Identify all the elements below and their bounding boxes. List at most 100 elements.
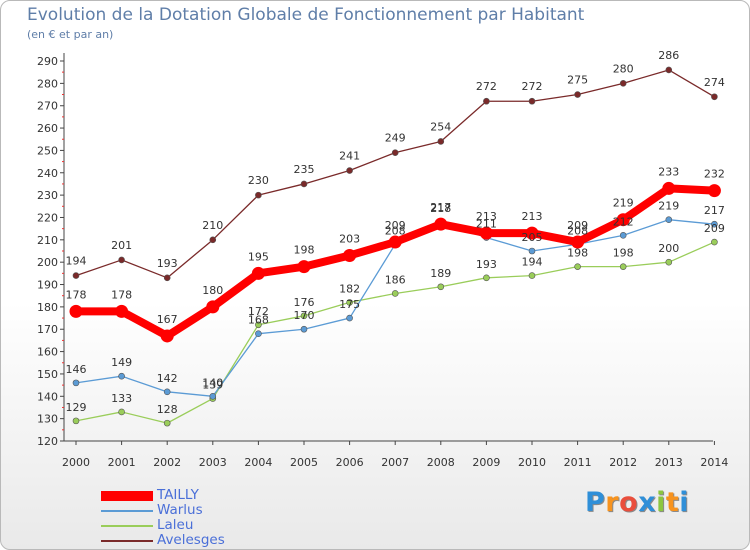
- data-point-tailly: [297, 260, 311, 274]
- data-point-tailly: [160, 329, 174, 343]
- data-point-laleu: [711, 238, 718, 246]
- legend-swatch: [101, 509, 153, 512]
- logo-letter: o: [619, 487, 639, 518]
- data-label-laleu: 176: [294, 296, 315, 309]
- legend-item-warlus: Warlus: [101, 503, 301, 518]
- data-label-avelesges: 254: [430, 120, 451, 133]
- data-point-warlus: [665, 216, 673, 224]
- data-label-avelesges: 286: [658, 49, 679, 62]
- data-label-avelesges: 230: [248, 174, 269, 187]
- data-point-avelesges: [619, 80, 627, 87]
- data-label-tailly: 209: [385, 219, 406, 232]
- x-tick-label: 2002: [153, 456, 181, 469]
- chart-subtitle: (en € et par an): [27, 28, 114, 41]
- y-tick-label: 140: [37, 390, 58, 403]
- data-point-laleu: [118, 408, 125, 416]
- data-point-laleu: [619, 263, 627, 270]
- data-label-avelesges: 274: [704, 76, 725, 89]
- data-point-avelesges: [574, 91, 581, 98]
- data-label-laleu: 198: [567, 247, 588, 260]
- legend-label: TAILLY: [157, 487, 199, 503]
- data-label-avelesges: 272: [476, 80, 497, 93]
- data-label-laleu: 133: [111, 392, 132, 405]
- data-point-avelesges: [209, 236, 217, 244]
- legend-swatch: [101, 490, 153, 501]
- x-tick-label: 2004: [244, 456, 272, 469]
- data-point-avelesges: [72, 272, 80, 279]
- data-label-tailly: 180: [202, 284, 223, 297]
- logo-letter: i: [656, 487, 666, 518]
- logo-letter: P: [585, 487, 606, 518]
- data-label-laleu: 182: [339, 282, 360, 295]
- data-point-laleu: [300, 312, 308, 320]
- data-point-warlus: [163, 388, 171, 396]
- data-point-laleu: [346, 299, 353, 306]
- x-tick-label: 2007: [381, 456, 409, 469]
- x-tick-label: 2014: [700, 456, 728, 469]
- data-point-avelesges: [300, 180, 308, 188]
- data-label-tailly: 219: [613, 197, 634, 210]
- y-tick-label: 130: [37, 413, 58, 426]
- data-point-avelesges: [391, 149, 399, 156]
- data-label-tailly: 217: [430, 201, 451, 214]
- y-tick-label: 230: [37, 189, 58, 202]
- data-point-avelesges: [346, 167, 353, 174]
- data-label-avelesges: 201: [111, 239, 132, 252]
- legend-swatch: [101, 524, 153, 527]
- x-tick-label: 2013: [655, 456, 683, 469]
- data-point-avelesges: [483, 97, 490, 105]
- y-tick-label: 210: [37, 234, 58, 247]
- x-tick-label: 2003: [199, 456, 227, 469]
- data-point-laleu: [483, 274, 490, 282]
- data-point-avelesges: [665, 66, 673, 74]
- y-tick-label: 240: [37, 167, 58, 180]
- data-label-tailly: 178: [111, 288, 132, 301]
- y-tick-label: 250: [37, 144, 58, 157]
- data-label-tailly: 233: [658, 165, 679, 178]
- data-label-laleu: 189: [430, 267, 451, 280]
- data-label-laleu: 193: [476, 258, 497, 271]
- x-tick-label: 2006: [336, 456, 364, 469]
- x-tick-label: 2012: [609, 456, 637, 469]
- proxiti-logo: Proxiti: [585, 487, 689, 518]
- data-label-avelesges: 249: [385, 132, 406, 145]
- logo-letter: t: [665, 487, 680, 518]
- data-label-laleu: 200: [658, 242, 679, 255]
- y-tick-label: 120: [37, 435, 58, 448]
- data-point-tailly: [707, 184, 721, 198]
- data-point-laleu: [391, 290, 399, 297]
- logo-letter: x: [638, 487, 657, 518]
- data-label-tailly: 213: [476, 210, 497, 223]
- data-point-tailly: [69, 304, 83, 318]
- legend-label: Laleu: [157, 517, 194, 533]
- data-label-warlus: 208: [567, 224, 588, 237]
- x-tick-label: 2000: [62, 456, 90, 469]
- data-label-warlus: 208: [385, 224, 406, 237]
- data-label-tailly: 209: [567, 219, 588, 232]
- x-tick-label: 2011: [564, 456, 592, 469]
- data-point-tailly: [206, 300, 220, 314]
- data-point-avelesges: [711, 93, 718, 101]
- data-point-tailly: [388, 235, 402, 249]
- data-point-tailly: [525, 226, 539, 240]
- y-tick-label: 160: [37, 346, 58, 359]
- data-label-laleu: 198: [613, 247, 634, 260]
- data-label-laleu: 194: [522, 256, 543, 269]
- data-label-avelesges: 210: [202, 219, 223, 232]
- data-label-tailly: 213: [522, 210, 543, 223]
- data-label-tailly: 167: [157, 313, 178, 326]
- data-point-tailly: [115, 304, 129, 318]
- data-label-avelesges: 241: [339, 150, 360, 163]
- data-label-warlus: 212: [613, 215, 634, 228]
- data-point-laleu: [665, 258, 673, 266]
- data-label-tailly: 232: [704, 168, 725, 181]
- y-tick-label: 260: [37, 122, 58, 135]
- data-point-avelesges: [437, 138, 445, 145]
- data-point-laleu: [163, 419, 171, 427]
- x-tick-label: 2008: [427, 456, 455, 469]
- data-point-avelesges: [118, 256, 125, 264]
- data-label-warlus: 168: [248, 314, 269, 327]
- legend-swatch: [101, 539, 153, 542]
